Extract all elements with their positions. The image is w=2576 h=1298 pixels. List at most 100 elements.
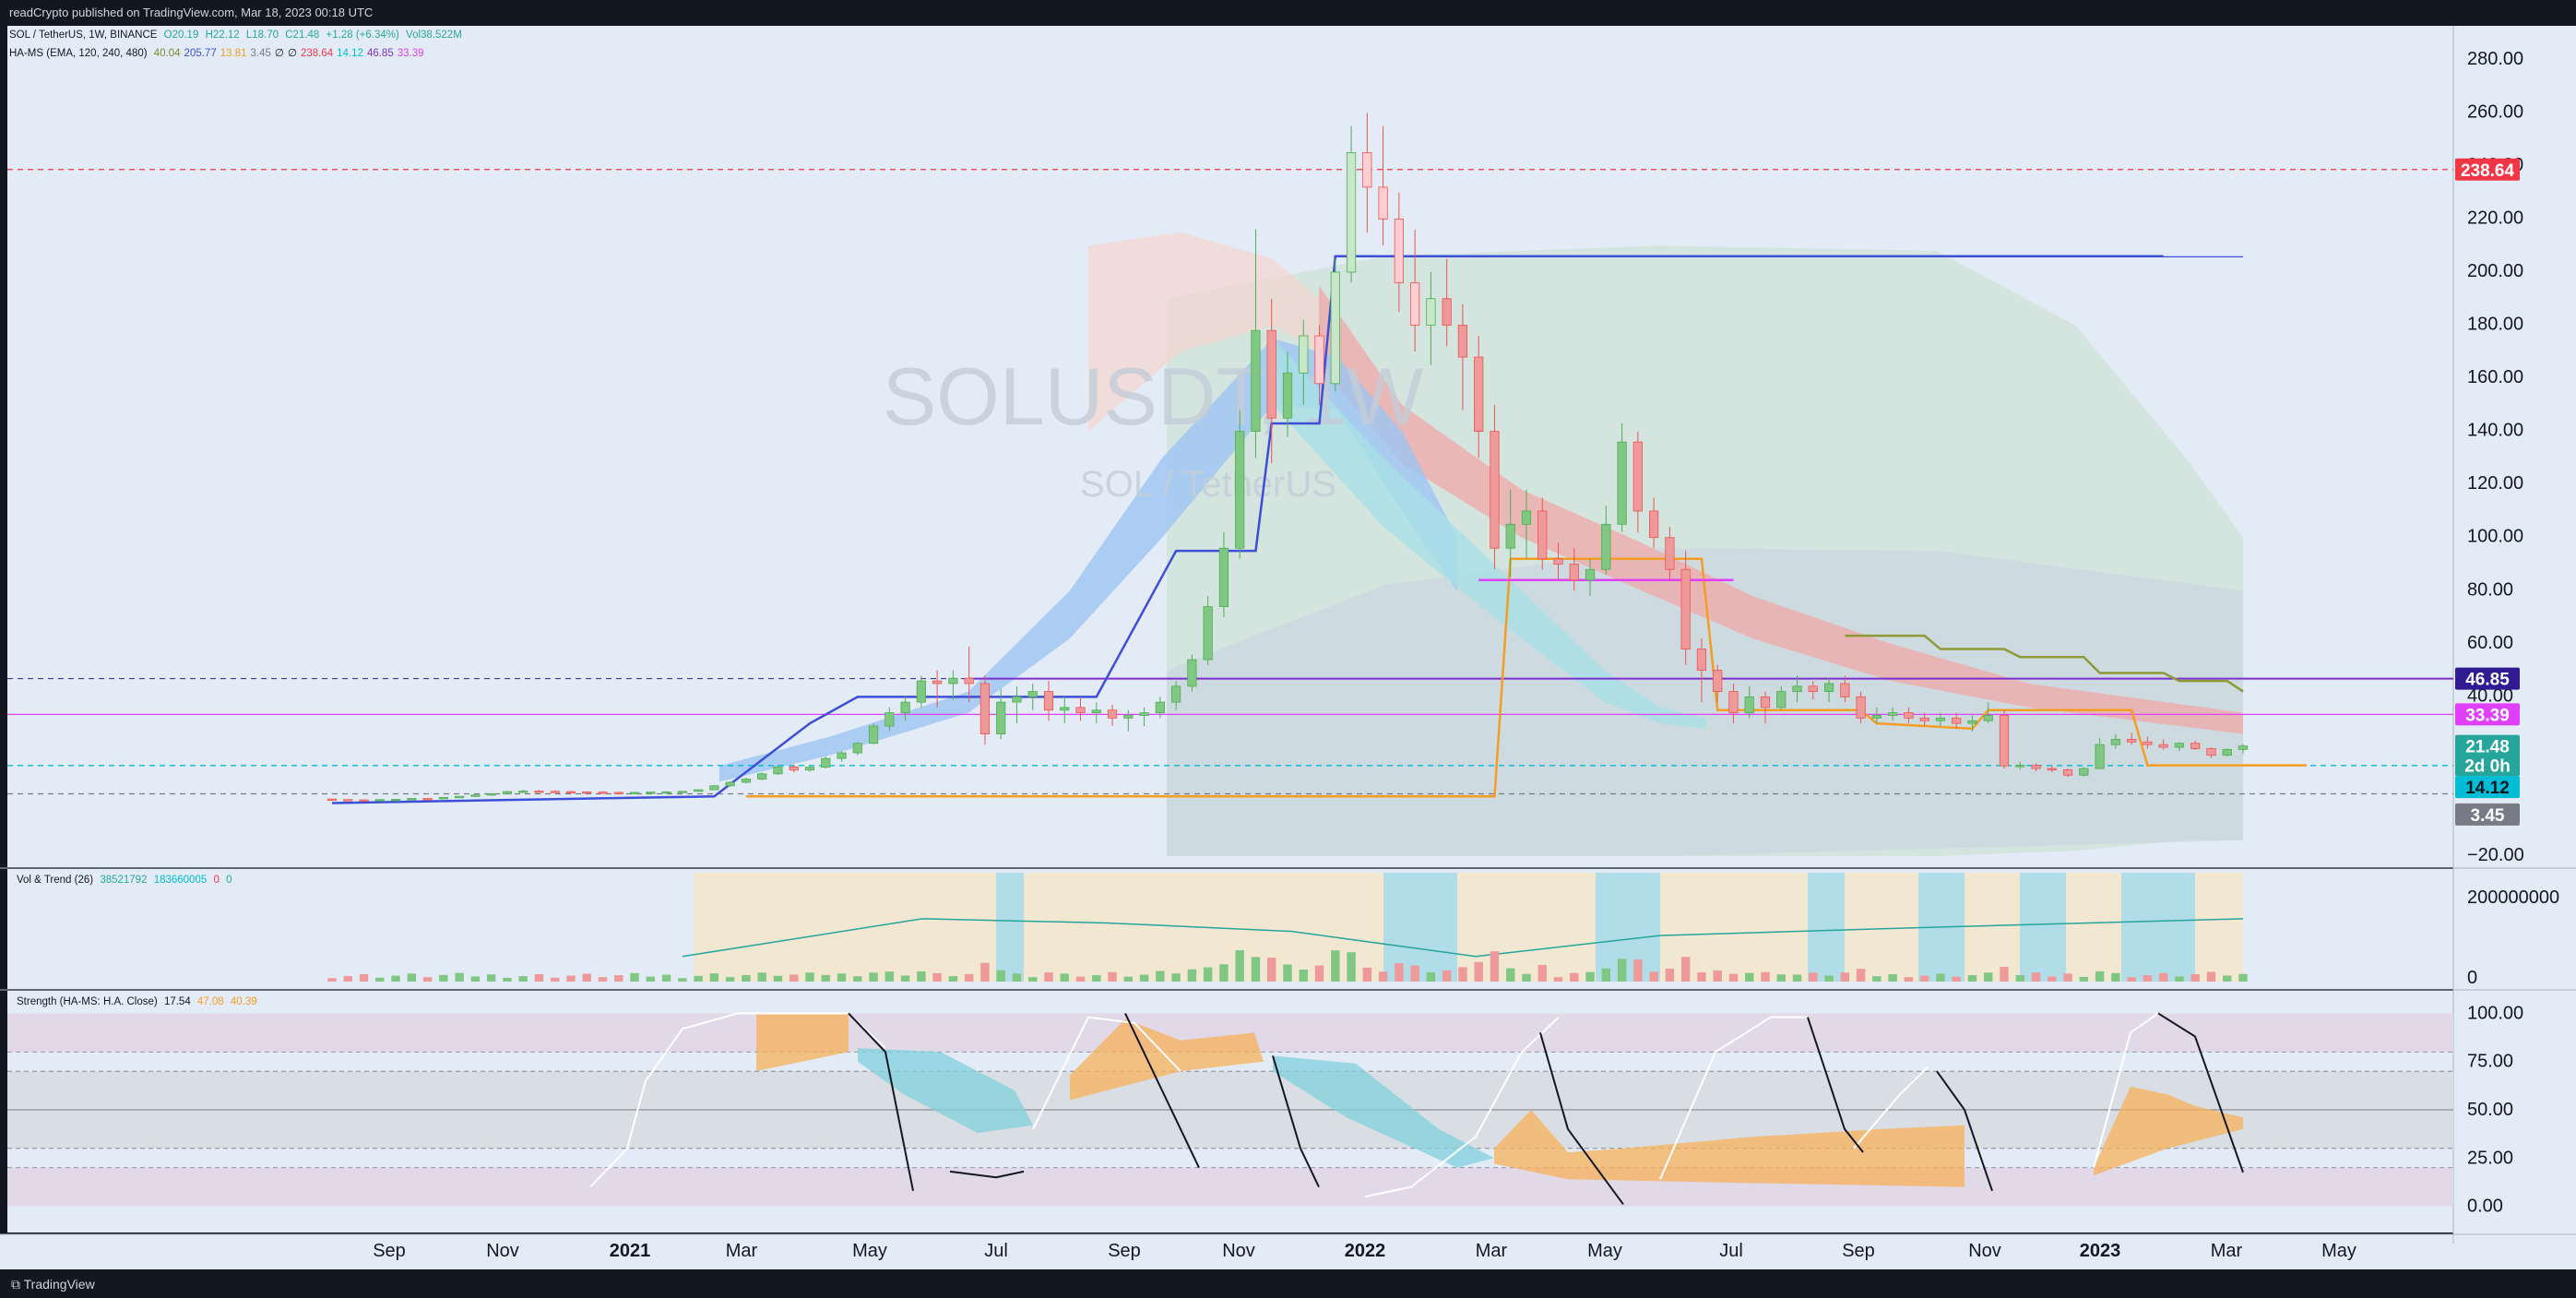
indicator-value: 46.85 — [366, 48, 394, 59]
candle-body — [1378, 186, 1388, 220]
candle-body — [1840, 683, 1850, 697]
candle-body — [1490, 431, 1500, 549]
volume-bar — [1856, 969, 1866, 982]
price-label-2d 0h: 2d 0h — [2464, 756, 2511, 776]
price-label-46.85: 46.85 — [2465, 671, 2510, 690]
volume-bar — [2143, 975, 2153, 982]
candle-body — [868, 725, 879, 744]
volume-indicator-name: Vol & Trend (26) — [17, 875, 94, 886]
candle-body — [1442, 298, 1452, 326]
candle-body — [1299, 335, 1309, 374]
strength-tick-label: 0.00 — [2467, 1197, 2503, 1217]
candle-body — [1521, 510, 1532, 525]
volume-bar — [470, 976, 481, 982]
volume-bar — [837, 973, 847, 982]
volume-bar — [534, 973, 544, 982]
candle-body — [804, 767, 815, 771]
strength-white-line-6 — [2093, 1012, 2159, 1168]
volume-bar — [1904, 977, 1914, 982]
price-label-bg — [2455, 734, 2520, 757]
volume-bar — [439, 974, 448, 982]
candle-body — [582, 791, 592, 794]
candle-body — [2110, 738, 2120, 745]
tradingview-logo[interactable]: ⧉ TradingView — [11, 1277, 95, 1292]
price-tick-label: 80.00 — [2467, 579, 2513, 600]
time-axis-label: Nov — [1222, 1241, 1255, 1261]
candle-body — [1235, 431, 1245, 549]
price-tick-label: 220.00 — [2467, 208, 2523, 228]
candle-body — [2190, 743, 2201, 749]
volume-trend-cyan-band — [996, 873, 1024, 982]
time-axis-label: 2021 — [610, 1241, 651, 1261]
candle-body — [1649, 510, 1659, 539]
candle-body — [2206, 748, 2216, 756]
volume-bar — [2190, 973, 2200, 982]
volume-bar — [821, 974, 830, 982]
volume-bar — [1649, 971, 1658, 982]
indicator-value: 3.45 — [250, 48, 271, 59]
volume-indicator-value-1: 38521792 — [100, 875, 148, 886]
brand-label: TradingView — [23, 1277, 95, 1292]
volume-legend: Vol & Trend (26) 38521792 183660005 0 0 — [17, 875, 235, 886]
volume-bar — [1984, 972, 1993, 982]
volume-bar — [1745, 972, 1754, 982]
time-axis-label: May — [1587, 1241, 1622, 1261]
candle-body — [1935, 717, 1946, 721]
volume-bar — [1187, 969, 1197, 982]
volume-bar — [1378, 971, 1388, 982]
strength-black-line-5 — [1539, 1032, 1624, 1206]
candle-body — [343, 799, 353, 802]
volume-bar — [884, 971, 895, 982]
volume-bar — [1728, 973, 1739, 982]
volume-tick-0: 0 — [2467, 968, 2477, 988]
candle-body — [455, 795, 465, 799]
volume-bar — [1442, 970, 1452, 982]
candle-body — [1426, 298, 1436, 326]
volume-bar — [1490, 951, 1500, 982]
indicator-name: HA-MS (EMA, 120, 240, 480) — [9, 48, 148, 59]
strength-black-line-8 — [2157, 1012, 2244, 1173]
candle-body — [677, 791, 687, 793]
open-value: O20.19 — [163, 30, 199, 41]
volume-bar — [614, 975, 623, 982]
volume-bar — [630, 972, 639, 982]
indicator-value: ∅ — [274, 48, 284, 59]
volume-bar — [1395, 963, 1404, 982]
strength-tick-label: 25.00 — [2467, 1148, 2513, 1168]
candle-body — [1680, 568, 1691, 649]
candle-body — [900, 701, 910, 714]
volume-bar — [1680, 957, 1691, 982]
volume-indicator-value-4: 0 — [226, 875, 232, 886]
strength-white-line-3 — [1364, 1016, 1560, 1198]
candle-body — [2174, 743, 2185, 748]
volume-trend-cyan-band — [1596, 873, 1660, 982]
candle-body — [1362, 152, 1372, 188]
candle-body — [1123, 715, 1134, 719]
volume-bar — [1633, 959, 1643, 982]
volume-bar — [2111, 972, 2120, 982]
strength-tick-label: 100.00 — [2467, 1003, 2523, 1023]
candle-body — [2143, 741, 2153, 745]
volume-bar — [518, 976, 528, 982]
price-tick-label: −20.00 — [2467, 845, 2524, 865]
volume-bar — [1075, 976, 1086, 982]
candle-body — [821, 757, 831, 768]
candle-body — [374, 799, 385, 802]
volume-bar — [2079, 976, 2089, 982]
volume-bar — [1092, 975, 1101, 982]
price-label-bg — [2455, 776, 2520, 799]
volume-bar — [964, 973, 974, 982]
candle-body — [518, 791, 528, 793]
candle-body — [1792, 685, 1802, 692]
candle-body — [1394, 219, 1404, 283]
candles-group — [326, 113, 2249, 802]
price-label-bg — [2455, 158, 2520, 181]
candle-body — [1027, 691, 1038, 697]
time-axis-label: Sep — [373, 1241, 406, 1261]
volume-bar — [1967, 975, 1977, 982]
volume-bar — [582, 973, 591, 982]
candle-body — [1060, 707, 1070, 711]
price-label-3.45: 3.45 — [2471, 806, 2505, 826]
volume-bar — [486, 974, 496, 982]
